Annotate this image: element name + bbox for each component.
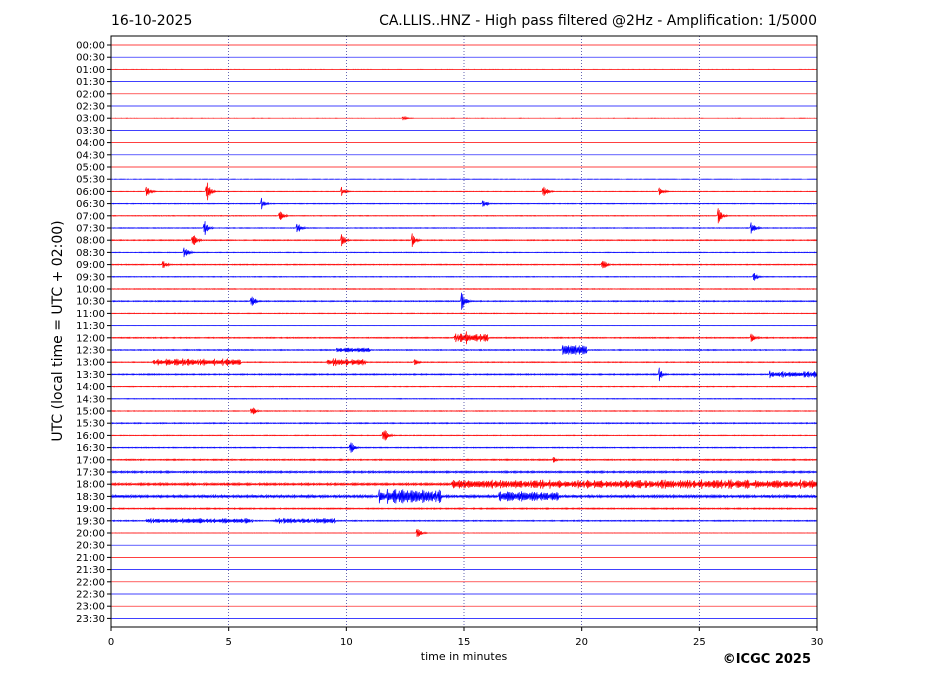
- row-time-label: 04:00: [76, 138, 105, 149]
- trace-row: [110, 197, 818, 210]
- row-time-label: 01:30: [76, 77, 105, 88]
- row-time-label: 00:30: [76, 53, 105, 64]
- trace-row: [110, 488, 818, 504]
- row-time-label: 12:30: [76, 346, 105, 357]
- row-time-label: 13:30: [76, 370, 105, 381]
- trace-row: [110, 331, 818, 345]
- row-time-label: 01:00: [76, 65, 105, 76]
- row-time-label: 06:00: [76, 187, 105, 198]
- row-time-label: 13:00: [76, 358, 105, 369]
- trace-row: [110, 312, 818, 315]
- trace-row: [110, 182, 818, 201]
- row-time-label: 22:30: [76, 590, 105, 601]
- row-time-label: 09:00: [76, 260, 105, 271]
- row-time-label: 04:30: [76, 150, 105, 161]
- x-tick-label: 10: [340, 637, 353, 648]
- row-time-label: 17:30: [76, 468, 105, 479]
- chart-date: 16-10-2025: [111, 13, 192, 29]
- row-time-label: 12:00: [76, 333, 105, 344]
- copyright-label: ©ICGC 2025: [723, 652, 811, 667]
- vertical-gridlines: [228, 36, 700, 627]
- row-time-label: 07:30: [76, 224, 105, 235]
- plot-frame: [110, 35, 818, 628]
- y-axis-label: UTC (local time = UTC + 02:00): [50, 220, 66, 441]
- x-tick-label: 5: [225, 637, 231, 648]
- row-time-label: 21:00: [76, 553, 105, 564]
- row-time-label: 10:30: [76, 297, 105, 308]
- row-time-label: 10:00: [76, 285, 105, 296]
- row-time-label: 00:00: [76, 41, 105, 52]
- row-time-label: 16:00: [76, 431, 105, 442]
- row-time-label: 19:00: [76, 504, 105, 515]
- trace-row: [110, 397, 818, 400]
- row-time-label: 03:30: [76, 126, 105, 137]
- row-time-label: 20:30: [76, 541, 105, 552]
- row-time-label: 08:30: [76, 248, 105, 259]
- row-time-label: 22:00: [76, 577, 105, 588]
- x-axis-label: time in minutes: [421, 650, 508, 663]
- x-tick-label: 20: [575, 637, 588, 648]
- row-time-label: 06:30: [76, 199, 105, 210]
- row-time-label: 02:00: [76, 89, 105, 100]
- row-time-label: 07:00: [76, 211, 105, 222]
- chart-title: CA.LLIS..HNZ - High pass filtered @2Hz -…: [379, 13, 817, 29]
- trace-row: [110, 367, 818, 382]
- x-tick-label: 30: [811, 637, 824, 648]
- row-time-label: 05:30: [76, 175, 105, 186]
- row-time-label: 21:30: [76, 565, 105, 576]
- row-time-label: 23:00: [76, 602, 105, 613]
- row-time-label: 20:00: [76, 529, 105, 540]
- row-time-label: 11:30: [76, 321, 105, 332]
- row-time-label: 16:30: [76, 443, 105, 454]
- row-time-label: 03:00: [76, 114, 105, 125]
- row-time-label: 02:30: [76, 102, 105, 113]
- row-time-label: 08:00: [76, 236, 105, 247]
- trace-row: [110, 507, 818, 511]
- row-time-label: 17:00: [76, 455, 105, 466]
- trace-row: [110, 208, 818, 224]
- row-time-label: 14:30: [76, 394, 105, 405]
- row-time-label: 05:00: [76, 163, 105, 174]
- row-time-label: 15:30: [76, 419, 105, 430]
- row-time-label: 18:00: [76, 480, 105, 491]
- trace-row: [110, 385, 818, 388]
- row-time-label: 23:30: [76, 614, 105, 625]
- trace-row: [110, 529, 818, 537]
- row-time-label: 09:30: [76, 272, 105, 283]
- x-axis-ticks: 0 5 10 15 20 25 30: [108, 627, 824, 648]
- trace-row: [111, 115, 817, 121]
- x-tick-label: 0: [108, 637, 114, 648]
- row-time-label: 18:30: [76, 492, 105, 503]
- row-time-label: 19:30: [76, 516, 105, 527]
- row-time-label: 11:00: [76, 309, 105, 320]
- x-tick-label: 15: [458, 637, 471, 648]
- trace-row: [110, 345, 818, 355]
- x-tick-label: 25: [693, 637, 706, 648]
- row-time-label: 14:00: [76, 382, 105, 393]
- row-time-label: 15:00: [76, 407, 105, 418]
